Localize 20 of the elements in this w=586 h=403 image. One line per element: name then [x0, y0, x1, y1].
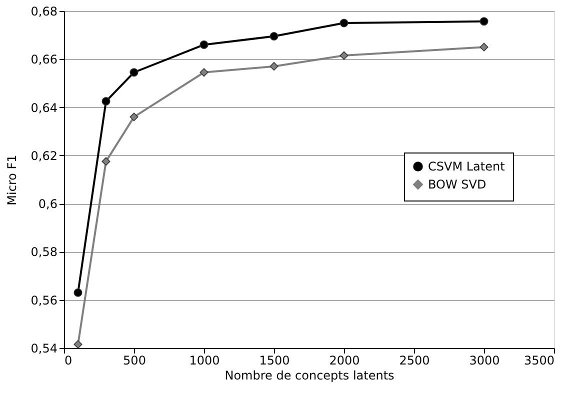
x-tick-label: 500	[123, 354, 146, 368]
y-tick-label: 0,66	[30, 52, 58, 67]
x-tick-label: 1500	[259, 354, 290, 368]
x-axis-title: Nombre de concepts latents	[224, 368, 394, 382]
x-tick-label: 0	[64, 354, 72, 368]
y-tick-label: 0,58	[30, 245, 58, 260]
y-axis-title: Micro F1	[4, 154, 19, 206]
y-tick-label: 0,6	[38, 197, 58, 212]
legend-label: BOW SVD	[428, 178, 486, 192]
x-tick-label: 3500	[524, 354, 554, 368]
y-tick-label: 0,54	[30, 342, 58, 356]
x-tick-label: 3000	[469, 354, 500, 368]
y-tick-label: 0,56	[30, 293, 58, 308]
y-tick-label: 0,68	[30, 4, 58, 18]
x-tick-label: 2000	[329, 354, 360, 368]
x-tick-label: 1000	[189, 354, 220, 368]
y-tick-label: 0,64	[30, 100, 58, 115]
y-tick-label: 0,62	[30, 148, 58, 163]
legend-label: CSVM Latent	[428, 160, 506, 174]
x-tick-label: 2500	[399, 354, 430, 368]
